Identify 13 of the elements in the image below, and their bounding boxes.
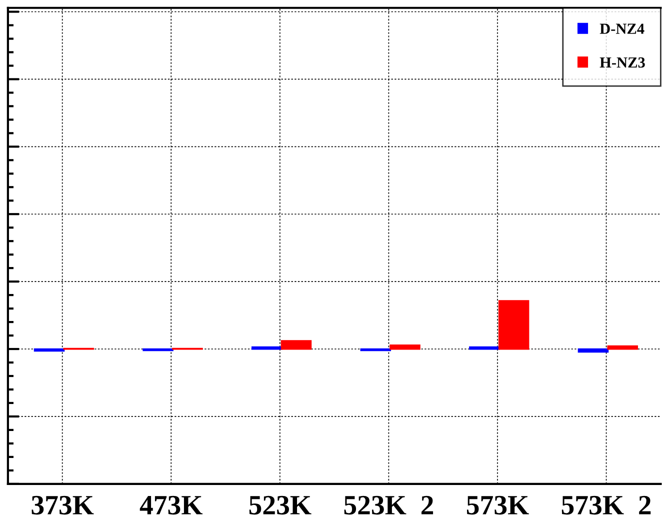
- legend-label: H-NZ3: [600, 57, 645, 68]
- bar: [607, 345, 638, 350]
- x-tick-label: 523K 2: [344, 496, 434, 515]
- legend-label: D-NZ4: [600, 24, 644, 34]
- bar: [498, 300, 530, 350]
- bar: [578, 348, 609, 353]
- x-tick-label: 573K 2: [562, 496, 651, 515]
- x-tick-label: 473K: [140, 496, 203, 515]
- x-tick-label: 373K: [32, 496, 94, 515]
- bar: [390, 344, 420, 350]
- x-tick-label: 573K: [466, 496, 529, 515]
- x-tick-label: 523K: [249, 496, 312, 515]
- bar: [280, 340, 312, 350]
